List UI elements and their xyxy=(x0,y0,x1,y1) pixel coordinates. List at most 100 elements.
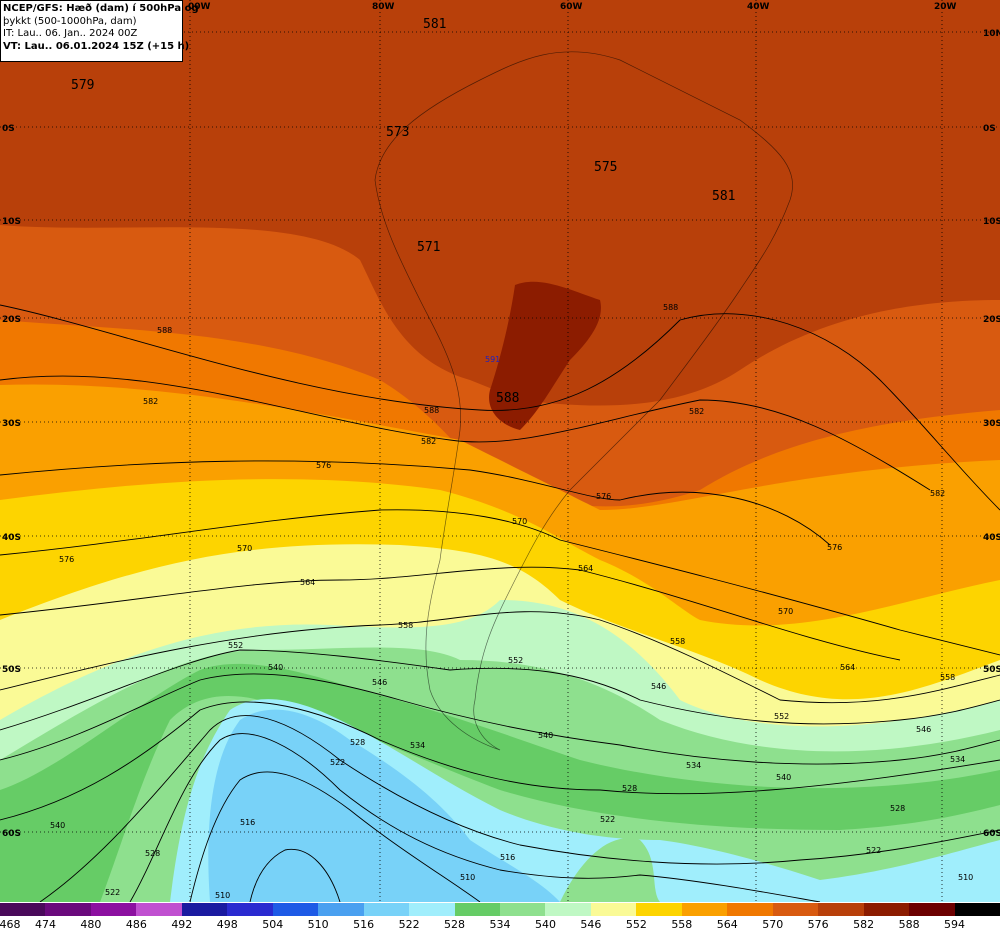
legend-value: 540 xyxy=(534,918,556,931)
contour-528 xyxy=(129,733,821,902)
contour-label: 534 xyxy=(950,755,965,764)
contour-label: 588 xyxy=(663,303,678,312)
legend-value: 570 xyxy=(762,918,784,931)
lon-label: 40W xyxy=(747,2,770,12)
legend-swatch xyxy=(863,903,910,916)
legend-value: 588 xyxy=(898,918,920,931)
contour-label: 552 xyxy=(774,712,789,721)
contour-label: 540 xyxy=(50,821,65,830)
color-legend-bar xyxy=(0,903,1000,916)
legend-swatch xyxy=(499,903,546,916)
contour-546 xyxy=(0,673,1000,765)
contour-label: 522 xyxy=(330,758,345,767)
lat-label: 50S xyxy=(2,665,21,675)
legend-value: 504 xyxy=(262,918,284,931)
lat-label: 0S xyxy=(2,124,15,134)
legend-swatch xyxy=(909,903,955,916)
legend-swatch xyxy=(227,903,273,916)
legend-value: 534 xyxy=(489,918,511,931)
axis-labels: 00W 80W 60W 40W 20W 10N 0S 0S 10S 10S 20… xyxy=(2,2,1000,839)
lat-label: 60S xyxy=(983,829,1000,839)
contour-label: 528 xyxy=(145,849,160,858)
contour-label: 516 xyxy=(240,818,255,827)
contour-label: 582 xyxy=(421,437,436,446)
contour-588 xyxy=(0,304,1000,511)
contour-576 xyxy=(0,460,831,546)
header-line-4: VT: Lau.. 06.01.2024 15Z (+15 h) xyxy=(3,40,190,52)
contour-label: 510 xyxy=(460,873,475,882)
contour-label: 522 xyxy=(105,888,120,897)
thickness-labels: 588 588 588 582 582 582 582 576 576 576 … xyxy=(50,303,973,900)
legend-swatch xyxy=(409,903,455,916)
legend-value: 582 xyxy=(853,918,875,931)
height-label: 573 xyxy=(386,125,409,140)
contour-label: 558 xyxy=(670,637,685,646)
height-label: 581 xyxy=(423,17,446,32)
contour-label: 522 xyxy=(866,846,881,855)
legend-value: 552 xyxy=(625,918,647,931)
header-line-1: NCEP/GFS: Hæð (dam) í 500hPa og xyxy=(3,3,199,14)
legend-value: 474 xyxy=(34,918,56,931)
legend-value: 528 xyxy=(444,918,466,931)
contour-label: 558 xyxy=(940,673,955,682)
legend-swatch xyxy=(545,903,591,916)
lat-label: 10S xyxy=(983,217,1000,227)
height-labels: 581 579 573 575 581 571 588 591 xyxy=(71,17,735,406)
legend-value: 564 xyxy=(716,918,738,931)
weather-map: 00W 80W 60W 40W 20W 10N 0S 0S 10S 10S 20… xyxy=(0,0,1000,902)
legend-swatch xyxy=(181,903,228,916)
height-label: 588 xyxy=(496,391,519,406)
legend-swatch xyxy=(727,903,773,916)
height-contours xyxy=(0,304,1000,902)
lat-label: 30S xyxy=(983,419,1000,429)
band-516b xyxy=(560,838,660,902)
lat-label: 50S xyxy=(983,665,1000,675)
contour-label: 534 xyxy=(686,761,701,770)
legend-value: 546 xyxy=(580,918,602,931)
contour-label: 576 xyxy=(316,461,331,470)
legend-value: 468 xyxy=(0,918,21,931)
contour-label: 552 xyxy=(508,656,523,665)
lat-label: 30S xyxy=(2,419,21,429)
color-legend-labels: 468 474 480 486 492 498 504 510 516 522 528 534 540 5… xyxy=(0,918,1000,934)
legend-value: 516 xyxy=(353,918,375,931)
contour-label: 588 xyxy=(424,406,439,415)
height-label: 575 xyxy=(594,160,617,175)
legend-value: 594 xyxy=(944,918,966,931)
legend-value: 510 xyxy=(307,918,329,931)
contour-label: 540 xyxy=(268,663,283,672)
contour-label: 540 xyxy=(776,773,791,782)
contour-540 xyxy=(0,701,1000,821)
lat-label: 40S xyxy=(2,533,21,543)
contour-label: 534 xyxy=(410,741,425,750)
height-label: 571 xyxy=(417,240,440,255)
contour-570 xyxy=(0,509,1000,656)
legend-swatch xyxy=(363,903,410,916)
lon-label: 60W xyxy=(560,2,583,12)
contour-552 xyxy=(0,649,1000,731)
legend-swatch xyxy=(272,903,319,916)
legend-swatch xyxy=(318,903,364,916)
contour-label: 546 xyxy=(916,725,931,734)
contour-label: 516 xyxy=(500,853,515,862)
legend-swatch xyxy=(636,903,682,916)
contour-label: 570 xyxy=(237,544,252,553)
legend-swatch xyxy=(136,903,182,916)
continent-outline xyxy=(374,51,793,751)
band-510 xyxy=(300,877,355,902)
contour-label: 540 xyxy=(538,731,553,740)
contour-label: 576 xyxy=(59,555,74,564)
legend-swatch xyxy=(954,903,1000,916)
contour-582 xyxy=(0,375,931,491)
legend-swatch xyxy=(90,903,137,916)
legend-value: 522 xyxy=(398,918,420,931)
contour-564 xyxy=(0,566,901,661)
height-label: 581 xyxy=(712,189,735,204)
contour-label: 564 xyxy=(300,578,315,587)
contour-label: 570 xyxy=(778,607,793,616)
contour-label: 564 xyxy=(840,663,855,672)
legend-swatch xyxy=(681,903,728,916)
contour-label: 546 xyxy=(372,678,387,687)
band-516 xyxy=(208,709,560,902)
